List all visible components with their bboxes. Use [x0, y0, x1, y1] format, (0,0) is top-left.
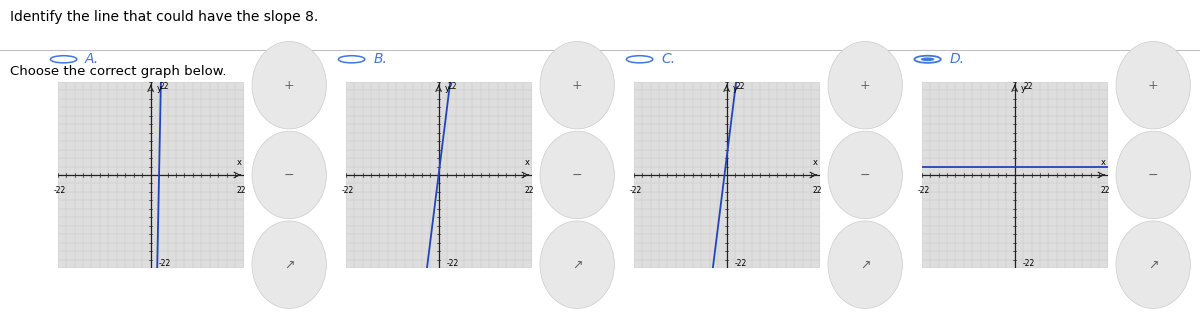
Text: C.: C. — [661, 52, 676, 66]
Text: −: − — [1148, 168, 1158, 181]
Text: -22: -22 — [448, 259, 460, 268]
Text: x: x — [524, 157, 529, 167]
Text: y: y — [1021, 84, 1026, 93]
Text: 22: 22 — [448, 82, 456, 91]
Text: 22: 22 — [1024, 82, 1032, 91]
Text: ↗: ↗ — [1148, 258, 1158, 271]
Text: 22: 22 — [1100, 186, 1110, 194]
Text: −: − — [860, 168, 870, 181]
Text: x: x — [812, 157, 817, 167]
Text: +: + — [1148, 79, 1158, 92]
Text: +: + — [572, 79, 582, 92]
Text: x: x — [236, 157, 241, 167]
Text: -22: -22 — [918, 186, 930, 194]
Text: x: x — [1100, 157, 1105, 167]
Text: y: y — [733, 84, 738, 93]
Text: 22: 22 — [160, 82, 168, 91]
Text: B.: B. — [373, 52, 388, 66]
Text: Choose the correct graph below.: Choose the correct graph below. — [10, 65, 226, 78]
Text: Identify the line that could have the slope 8.: Identify the line that could have the sl… — [10, 10, 318, 24]
Text: -22: -22 — [630, 186, 642, 194]
Text: 22: 22 — [524, 186, 534, 194]
Text: -22: -22 — [1024, 259, 1036, 268]
Text: -22: -22 — [736, 259, 748, 268]
Text: ↗: ↗ — [572, 258, 582, 271]
Text: -22: -22 — [342, 186, 354, 194]
Text: ↗: ↗ — [284, 258, 294, 271]
Text: −: − — [572, 168, 582, 181]
Text: D.: D. — [949, 52, 965, 66]
Text: 22: 22 — [736, 82, 744, 91]
Text: +: + — [860, 79, 870, 92]
Text: -22: -22 — [54, 186, 66, 194]
Text: A.: A. — [85, 52, 100, 66]
Text: 22: 22 — [236, 186, 246, 194]
Text: −: − — [284, 168, 294, 181]
Text: -22: -22 — [160, 259, 172, 268]
Text: ↗: ↗ — [860, 258, 870, 271]
Text: y: y — [445, 84, 450, 93]
Text: +: + — [284, 79, 294, 92]
Text: y: y — [157, 84, 162, 93]
Text: 22: 22 — [812, 186, 822, 194]
